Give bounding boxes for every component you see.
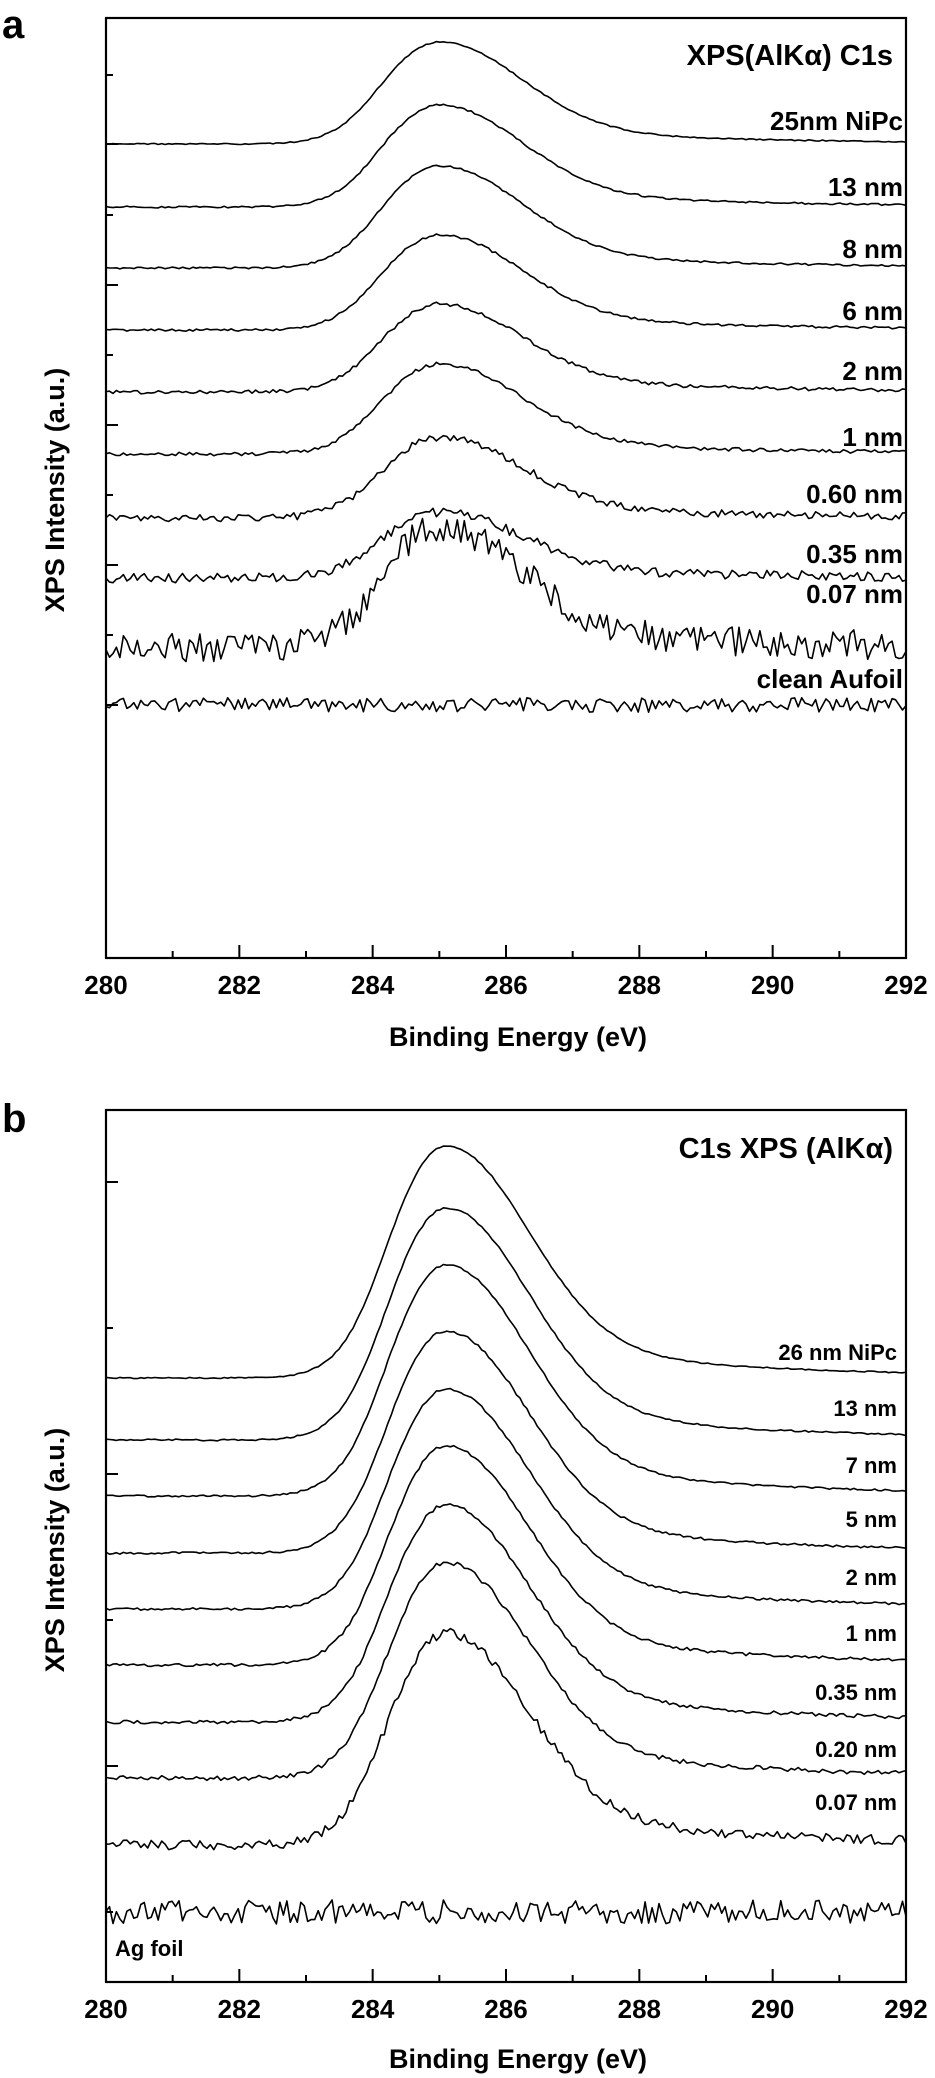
panel-a-x-ticks: 280 282 284 286 288 290 292 [84, 945, 928, 1000]
x-tick-label: 282 [218, 1994, 261, 2024]
series-label: 6 nm [842, 296, 903, 326]
trace-5 [105, 1387, 907, 1611]
trace-6 [105, 1444, 907, 1668]
trace-9 [105, 1627, 907, 1851]
panel-a-x-axis-title: Binding Energy (eV) [389, 1022, 647, 1052]
panel-a-plot-frame [104, 16, 908, 960]
x-tick-label: 284 [351, 970, 395, 1000]
series-label: 0.07 nm [815, 1790, 897, 1815]
panel-b-traces [105, 1145, 907, 1925]
panel-a-series-labels: 25nm NiPc 13 nm 8 nm 6 nm 2 nm 1 nm 0.60 nm 0.3… [757, 106, 903, 694]
panel-b-title: C1s XPS (AlKα) [679, 1133, 893, 1165]
panel-b-letter: b [2, 1097, 26, 1141]
trace-4 [105, 1330, 907, 1555]
series-label: 0.35 nm [806, 539, 903, 569]
series-label: Ag foil [115, 1936, 183, 1961]
trace-7 [105, 1503, 907, 1725]
x-tick-label: 288 [618, 1994, 661, 2024]
series-label: 0.60 nm [806, 479, 903, 509]
trace-9 [105, 517, 907, 663]
trace-2 [105, 1207, 907, 1442]
panel-a-y-axis-title: XPS Intensity (a.u.) [40, 368, 70, 613]
panel-b: b 280 282 284 286 288 290 292 26 nm NiPc 13 nm 7… [2, 1097, 928, 2074]
panel-b-x-axis-title: Binding Energy (eV) [389, 2044, 647, 2074]
panel-b-x-ticks: 280 282 284 286 288 290 292 [84, 1969, 928, 2024]
trace-1 [105, 1145, 907, 1380]
series-label: 25nm NiPc [770, 106, 903, 136]
trace-5 [105, 301, 907, 395]
trace-10 [105, 697, 907, 713]
x-tick-label: 284 [351, 1994, 395, 2024]
x-tick-label: 280 [84, 1994, 127, 2024]
series-label: 0.35 nm [815, 1680, 897, 1705]
x-tick-label: 286 [484, 1994, 527, 2024]
series-label: 1 nm [846, 1621, 897, 1646]
x-tick-label: 290 [751, 970, 794, 1000]
series-label: 8 nm [842, 234, 903, 264]
series-label: 5 nm [846, 1507, 897, 1532]
series-label: 13 nm [828, 172, 903, 202]
series-label: clean Aufoil [757, 664, 903, 694]
trace-4 [105, 233, 907, 332]
panel-a-traces [105, 40, 907, 713]
series-label: 2 nm [842, 356, 903, 386]
trace-2 [105, 103, 907, 209]
x-tick-label: 288 [618, 970, 661, 1000]
trace-7 [105, 434, 907, 523]
trace-1 [105, 40, 907, 146]
x-tick-label: 292 [884, 1994, 927, 2024]
panel-b-y-axis-title: XPS Intensity (a.u.) [40, 1428, 70, 1673]
x-tick-label: 286 [484, 970, 527, 1000]
trace-3 [105, 164, 907, 270]
series-label: 0.20 nm [815, 1737, 897, 1762]
trace-8 [105, 1561, 907, 1782]
series-label: 0.07 nm [806, 579, 903, 609]
panel-a: a 280 282 284 286 288 290 292 25nm NiPc 13 nm 8 … [2, 3, 928, 1052]
series-label: 7 nm [846, 1453, 897, 1478]
trace-6 [105, 361, 907, 457]
series-label: 13 nm [833, 1396, 897, 1421]
panel-b-series-labels: 26 nm NiPc 13 nm 7 nm 5 nm 2 nm 1 nm 0.35 nm 0.… [115, 1340, 897, 1961]
trace-10 [105, 1899, 907, 1925]
panel-a-title: XPS(AlKα) C1s [687, 40, 893, 72]
x-tick-label: 292 [884, 970, 927, 1000]
trace-8 [105, 507, 907, 584]
series-label: 26 nm NiPc [778, 1340, 897, 1365]
x-tick-label: 280 [84, 970, 127, 1000]
x-tick-label: 290 [751, 1994, 794, 2024]
panel-b-plot-frame [104, 1108, 908, 1984]
panel-a-letter: a [2, 3, 25, 47]
trace-3 [106, 1263, 907, 1498]
x-tick-label: 282 [218, 970, 261, 1000]
panel-b-y-ticks [106, 1181, 118, 1913]
series-label: 1 nm [842, 422, 903, 452]
series-label: 2 nm [846, 1565, 897, 1590]
